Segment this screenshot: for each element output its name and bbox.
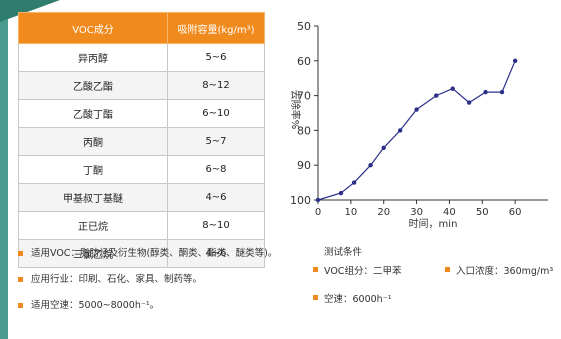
x-tick-label: 40 <box>443 207 456 218</box>
voc-capacity-table: VOC成分 吸附容量(kg/m³) 异丙醇 5~6 乙酸乙酯 8~12 乙酸丁酯 6~… <box>18 12 265 268</box>
table-row: 乙酸丁酯 6~10 <box>18 99 265 128</box>
x-tick-label: 30 <box>410 207 423 218</box>
voc-name-cell: 正已烷 <box>18 211 168 240</box>
capacity-cell: 4~6 <box>167 239 265 268</box>
voc-name-cell: 丁酮 <box>18 155 168 184</box>
voc-name-cell: 乙酸乙酯 <box>18 71 168 100</box>
condition-voc: VOC组分：二甲苯 <box>313 263 401 277</box>
header-adsorption-capacity: 吸附容量(kg/m³) <box>167 12 265 44</box>
data-point <box>450 86 455 91</box>
bullet-square-icon <box>18 251 23 256</box>
table-row: 乙酸乙酯 8~12 <box>18 71 265 100</box>
x-tick-label: 50 <box>476 207 489 218</box>
y-tick-label: 50 <box>297 20 311 33</box>
bullet-square-icon <box>18 303 23 308</box>
capacity-cell: 8~12 <box>167 71 265 100</box>
table-row: 丁酮 6~8 <box>18 155 265 184</box>
capacity-cell: 6~8 <box>167 155 265 184</box>
y-tick-label: 80 <box>297 124 311 137</box>
test-conditions-title: 测试条件 <box>324 247 363 258</box>
capacity-cell: 5~6 <box>167 43 265 72</box>
bullet-square-icon <box>445 267 450 272</box>
x-axis-label: 时间，min <box>409 217 458 230</box>
data-point <box>381 145 386 150</box>
x-tick-label: 20 <box>377 207 390 218</box>
y-axis-label: 去除率% <box>289 90 302 130</box>
voc-name-cell: 甲基叔丁基醚 <box>18 183 168 212</box>
x-tick-label: 60 <box>509 207 522 218</box>
y-tick-label: 100 <box>290 194 311 207</box>
data-point <box>483 89 488 95</box>
data-point <box>414 107 419 112</box>
capacity-cell: 6~10 <box>167 99 265 128</box>
teal-edge-strip <box>0 0 8 339</box>
data-point <box>434 93 439 98</box>
data-point <box>466 100 472 105</box>
data-point <box>351 180 357 185</box>
series-line <box>317 60 516 201</box>
table-row: 丙酮 5~7 <box>18 127 265 156</box>
bullet-square-icon <box>18 277 23 282</box>
capacity-cell: 8~10 <box>167 211 265 240</box>
capacity-cell: 4~6 <box>167 183 265 212</box>
data-point <box>397 128 403 133</box>
voc-name-cell: 乙酸丁酯 <box>18 99 168 128</box>
note-text: 适用VOC：脂肪烃及衍生物(醇类、酮类、酯类、醚类等)。 <box>31 248 278 259</box>
data-point <box>315 197 321 203</box>
removal-rate-chart: 50 60 70 80 90 100 0 10 20 30 40 50 60 时间，min 去除率% <box>289 20 548 230</box>
capacity-cell: 5~7 <box>167 127 265 156</box>
voc-name-cell: 异丙醇 <box>18 43 168 72</box>
bullet-square-icon <box>313 267 318 272</box>
note-applicable-voc: 适用VOC：脂肪烃及衍生物(醇类、酮类、酯类、醚类等)。 <box>18 247 277 273</box>
table-header-row: VOC成分 吸附容量(kg/m³) <box>18 12 265 44</box>
note-text: 应用行业：印刷、石化、家具、制药等。 <box>31 274 203 285</box>
table-row: 甲基叔丁基醚 4~6 <box>18 183 265 212</box>
bullet-square-icon <box>313 295 318 300</box>
table-row: 正已烷 8~10 <box>18 211 265 240</box>
data-point <box>499 89 505 95</box>
condition-speed: 空速：6000h⁻¹ <box>313 291 392 305</box>
x-tick-label: 10 <box>344 207 357 218</box>
condition-text: VOC组分：二甲苯 <box>324 266 402 277</box>
table-row: 三氯乙烷 4~6 <box>18 239 265 268</box>
y-tick-label: 70 <box>297 90 311 103</box>
voc-name-cell: 丙酮 <box>18 127 168 156</box>
x-tick-label: 0 <box>315 207 321 218</box>
condition-text: 空速：6000h⁻¹ <box>324 294 392 305</box>
data-point <box>338 190 344 196</box>
header-voc-component: VOC成分 <box>18 12 168 44</box>
note-text: 适用空速：5000~8000h⁻¹。 <box>31 300 160 311</box>
note-industries: 应用行业：印刷、石化、家具、制药等。 <box>18 273 277 299</box>
condition-inlet: 入口浓度：360mg/m³ <box>445 263 553 277</box>
y-tick-label: 60 <box>297 55 311 68</box>
condition-text: 入口浓度：360mg/m³ <box>456 266 554 277</box>
data-point <box>368 163 373 168</box>
data-point <box>512 58 518 63</box>
application-notes: 适用VOC：脂肪烃及衍生物(醇类、酮类、酯类、醚类等)。 应用行业：印刷、石化、… <box>18 247 277 325</box>
note-space-velocity: 适用空速：5000~8000h⁻¹。 <box>18 299 277 325</box>
table-row: 异丙醇 5~6 <box>18 43 265 72</box>
y-tick-label: 90 <box>297 159 311 172</box>
